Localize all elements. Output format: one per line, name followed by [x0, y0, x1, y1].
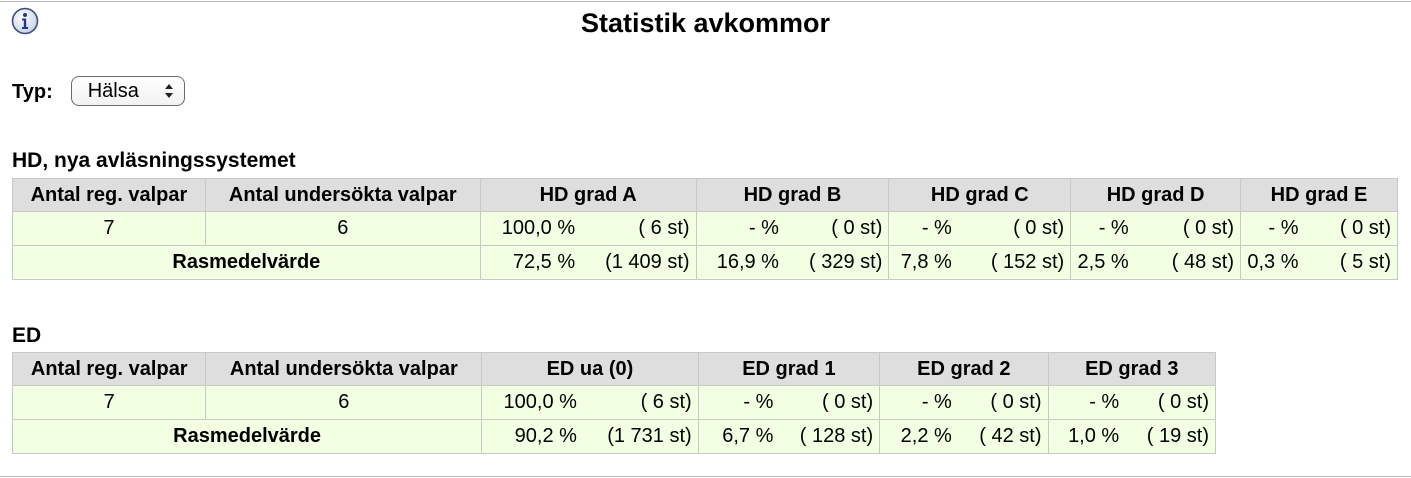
grade-count: ( 6 st): [582, 385, 699, 420]
page-title: Statistik avkommor: [580, 8, 831, 38]
breed-percent: 72,5 %: [479, 245, 582, 280]
grade-percent: 100,0 %: [479, 211, 582, 246]
breed-percent: 2,5 %: [1070, 245, 1135, 280]
breed-percent: 6,7 %: [697, 419, 780, 454]
grade-count: ( 0 st): [784, 211, 890, 246]
col-header: ED ua (0): [481, 352, 699, 386]
table-row: 7 6 100,0 % ( 6 st) - % ( 0 st) - % ( 0 …: [11, 385, 1217, 420]
grade-count: ( 0 st): [1125, 385, 1217, 420]
table-row: 7 6 100,0 % ( 6 st) - % ( 0 st) - % ( 0 …: [12, 211, 1398, 246]
col-header: HD grad C: [888, 178, 1072, 212]
ed-section-title: ED: [12, 324, 42, 347]
type-label: Typ:: [12, 80, 53, 103]
breed-count: (1 409 st): [581, 245, 697, 280]
col-header: Antal reg. valpar: [11, 352, 207, 386]
breed-average-label: Rasmedelvärde: [12, 245, 481, 280]
ed-header-row: Antal reg. valpar Antal undersökta valpa…: [11, 352, 1217, 386]
grade-percent: - %: [1070, 211, 1135, 246]
col-header: Antal reg. valpar: [12, 178, 206, 212]
select-arrows-icon: [164, 84, 173, 98]
grade-percent: - %: [695, 211, 785, 246]
examined-count: 6: [204, 211, 481, 246]
breed-percent: 7,8 %: [888, 245, 958, 280]
type-select[interactable]: Hälsa: [70, 76, 185, 106]
top-divider: [0, 1, 1411, 2]
breed-count: ( 5 st): [1304, 245, 1398, 280]
col-header: HD grad E: [1240, 178, 1398, 212]
breed-count: ( 128 st): [779, 419, 881, 454]
breed-count: (1 731 st): [582, 419, 699, 454]
breed-average-row: Rasmedelvärde 90,2 % (1 731 st) 6,7 % ( …: [11, 419, 1217, 454]
bottom-divider: [0, 476, 1411, 477]
breed-count: ( 19 st): [1125, 419, 1217, 454]
hd-header-row: Antal reg. valpar Antal undersökta valpa…: [12, 178, 1398, 212]
col-header: ED grad 1: [697, 352, 881, 386]
breed-count: ( 329 st): [784, 245, 890, 280]
examined-count: 6: [205, 385, 483, 420]
reg-count: 7: [11, 385, 207, 420]
grade-percent: - %: [879, 385, 958, 420]
breed-percent: 0,3 %: [1240, 245, 1305, 280]
breed-count: ( 152 st): [957, 245, 1072, 280]
grade-percent: - %: [1240, 211, 1305, 246]
grade-percent: 100,0 %: [481, 385, 583, 420]
col-header: Antal undersökta valpar: [205, 352, 483, 386]
breed-average-row: Rasmedelvärde 72,5 % (1 409 st) 16,9 % (…: [12, 245, 1398, 280]
grade-count: ( 0 st): [957, 211, 1072, 246]
breed-percent: 90,2 %: [481, 419, 583, 454]
breed-percent: 1,0 %: [1047, 419, 1126, 454]
col-header: ED grad 3: [1047, 352, 1217, 386]
grade-percent: - %: [697, 385, 780, 420]
grade-count: ( 0 st): [1304, 211, 1398, 246]
type-select-value: Hälsa: [87, 79, 139, 102]
col-header: HD grad D: [1070, 178, 1242, 212]
grade-percent: - %: [888, 211, 958, 246]
col-header: HD grad B: [695, 178, 890, 212]
breed-percent: 16,9 %: [695, 245, 785, 280]
grade-count: ( 0 st): [1134, 211, 1242, 246]
grade-count: ( 6 st): [581, 211, 697, 246]
col-header: ED grad 2: [879, 352, 1049, 386]
type-filter: Typ: Hälsa: [12, 74, 185, 108]
hd-section-title: HD, nya avläsningssystemet: [12, 149, 296, 172]
ed-table: Antal reg. valpar Antal undersökta valpa…: [11, 352, 1217, 454]
reg-count: 7: [12, 211, 206, 246]
info-icon[interactable]: [11, 7, 39, 35]
col-header: HD grad A: [479, 178, 697, 212]
grade-count: ( 0 st): [957, 385, 1049, 420]
breed-percent: 2,2 %: [879, 419, 958, 454]
grade-count: ( 0 st): [779, 385, 881, 420]
hd-table: Antal reg. valpar Antal undersökta valpa…: [12, 178, 1398, 280]
grade-percent: - %: [1047, 385, 1126, 420]
breed-average-label: Rasmedelvärde: [11, 419, 483, 454]
col-header: Antal undersökta valpar: [204, 178, 481, 212]
breed-count: ( 48 st): [1134, 245, 1242, 280]
breed-count: ( 42 st): [957, 419, 1049, 454]
